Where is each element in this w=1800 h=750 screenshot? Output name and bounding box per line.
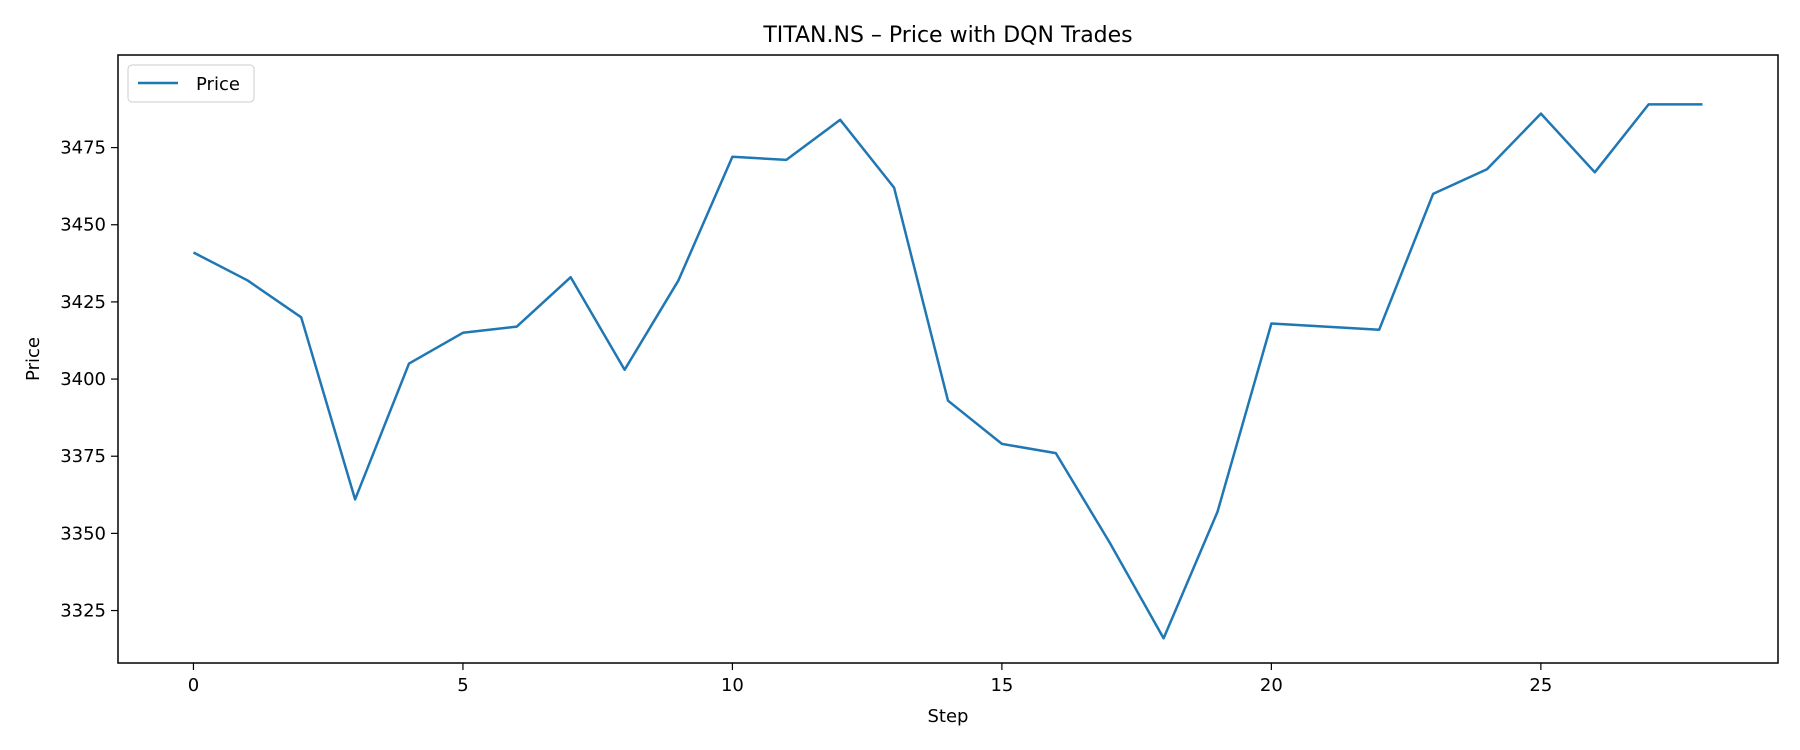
y-tick-label: 3475 bbox=[60, 138, 106, 159]
x-tick-label: 25 bbox=[1529, 675, 1552, 696]
legend-label-price: Price bbox=[196, 74, 240, 95]
y-tick-label: 3325 bbox=[60, 601, 106, 622]
series-line-price bbox=[192, 103, 1703, 640]
x-tick-label: 20 bbox=[1260, 675, 1283, 696]
y-tick-label: 3425 bbox=[60, 292, 106, 313]
y-tick-label: 3350 bbox=[60, 523, 106, 544]
x-tick-label: 0 bbox=[188, 675, 199, 696]
legend: Price bbox=[127, 64, 255, 103]
y-axis: 3325 3350 3375 3400 3425 3450 3475 bbox=[60, 138, 118, 622]
x-axis-label: Step bbox=[928, 706, 969, 727]
x-tick-label: 5 bbox=[457, 675, 468, 696]
plot-area bbox=[192, 103, 1703, 640]
x-axis: 0 5 10 15 20 25 bbox=[188, 663, 1552, 696]
chart-title: TITAN.NS – Price with DQN Trades bbox=[762, 23, 1132, 48]
x-tick-label: 10 bbox=[721, 675, 744, 696]
y-tick-label: 3450 bbox=[60, 215, 106, 236]
plot-frame bbox=[117, 54, 1779, 664]
y-tick-label: 3375 bbox=[60, 446, 106, 467]
y-axis-label: Price bbox=[23, 337, 44, 381]
legend-box bbox=[127, 64, 255, 103]
x-tick-label: 15 bbox=[990, 675, 1013, 696]
y-tick-label: 3400 bbox=[60, 369, 106, 390]
